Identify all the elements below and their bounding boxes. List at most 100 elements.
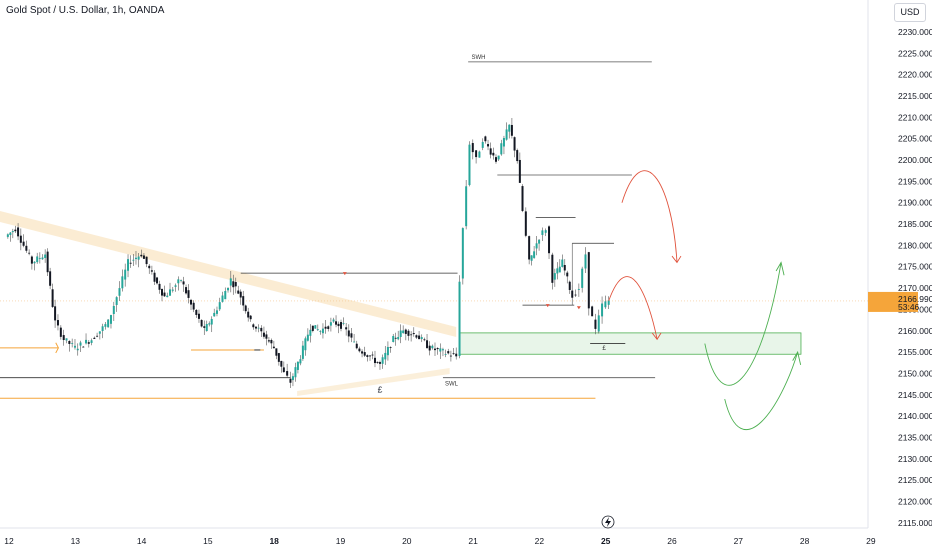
arrow-head-green-2: [792, 350, 802, 366]
candle: [489, 148, 492, 155]
candle: [402, 330, 405, 334]
candle: [200, 319, 203, 327]
candle: [329, 322, 332, 326]
candle: [528, 236, 531, 260]
candle: [431, 345, 434, 349]
candle: [458, 281, 461, 357]
currency-button[interactable]: USD: [894, 3, 926, 22]
candle: [373, 357, 376, 364]
candle: [17, 227, 20, 237]
candle: [369, 355, 372, 357]
candle: [484, 136, 487, 142]
candle: [407, 330, 410, 336]
candle: [524, 211, 527, 236]
candle: [601, 303, 604, 317]
candle: [282, 367, 285, 373]
x-tick-label: 15: [203, 536, 213, 546]
candle: [153, 272, 156, 282]
candle: [558, 266, 561, 273]
candle: [112, 305, 115, 314]
candle: [93, 337, 96, 339]
candle: [242, 296, 245, 306]
candle: [213, 312, 216, 317]
candle: [376, 361, 379, 363]
candle: [345, 327, 348, 330]
candle: [538, 239, 541, 244]
marker-2: [576, 306, 581, 310]
y-tick-label: 2225.000: [898, 48, 932, 58]
candle: [502, 138, 505, 147]
candle: [140, 254, 143, 257]
candle: [314, 325, 317, 329]
candle: [215, 310, 218, 314]
candle: [342, 323, 345, 324]
price-tag-value: 2166.990: [898, 294, 932, 304]
candle: [551, 254, 554, 283]
candle: [82, 346, 85, 348]
candle: [203, 326, 206, 328]
candle: [247, 311, 250, 318]
marker-1: [545, 304, 550, 308]
candle: [237, 290, 240, 294]
candle: [71, 343, 74, 344]
candle: [210, 318, 213, 325]
candle: [505, 129, 508, 140]
candle: [394, 337, 397, 339]
candle: [597, 315, 600, 332]
candle: [289, 378, 292, 383]
candle: [332, 319, 335, 322]
candle: [581, 268, 584, 288]
y-tick-label: 2155.000: [898, 347, 932, 357]
candle: [571, 290, 574, 298]
candle: [301, 345, 304, 359]
symbol-title[interactable]: Gold Spot / U.S. Dollar, 1h, OANDA: [6, 5, 165, 16]
candle: [607, 300, 610, 305]
candle: [587, 252, 590, 309]
candle: [321, 328, 324, 334]
y-tick-label: 2150.000: [898, 368, 932, 378]
x-tick-label: 22: [535, 536, 545, 546]
candle: [561, 259, 564, 267]
candle: [475, 150, 478, 158]
candle: [452, 353, 455, 355]
candle: [426, 340, 429, 349]
candle: [399, 330, 402, 337]
candle: [311, 325, 314, 331]
candle: [9, 232, 12, 236]
candle: [335, 321, 338, 325]
candle: [107, 319, 110, 328]
candle: [187, 290, 190, 298]
candle: [182, 281, 185, 285]
candle: [319, 330, 322, 332]
candle: [76, 348, 79, 351]
y-tick-label: 2130.000: [898, 454, 932, 464]
candle: [87, 342, 90, 344]
y-tick-label: 2160.000: [898, 326, 932, 336]
candle: [518, 159, 521, 183]
candle: [347, 330, 350, 337]
candle: [41, 257, 44, 260]
candle: [277, 353, 280, 362]
candle: [180, 280, 183, 281]
candle: [62, 335, 65, 341]
candle: [324, 326, 327, 329]
candle: [441, 349, 444, 351]
candle: [90, 340, 93, 343]
demand-zone: [459, 332, 802, 355]
y-tick-label: 2180.000: [898, 240, 932, 250]
candle: [410, 334, 413, 336]
candle: [51, 289, 54, 307]
candle: [171, 289, 174, 291]
bearish-projection-2: [608, 276, 658, 340]
x-tick-label: 18: [269, 536, 279, 546]
candle: [412, 333, 415, 335]
candle: [508, 124, 511, 132]
candle: [584, 254, 587, 269]
candle: [418, 335, 421, 340]
candle: [132, 259, 135, 261]
candle: [28, 252, 31, 254]
candle: [121, 276, 124, 289]
bullish-projection-2: [724, 351, 799, 431]
lightning-bolt: [605, 517, 611, 527]
